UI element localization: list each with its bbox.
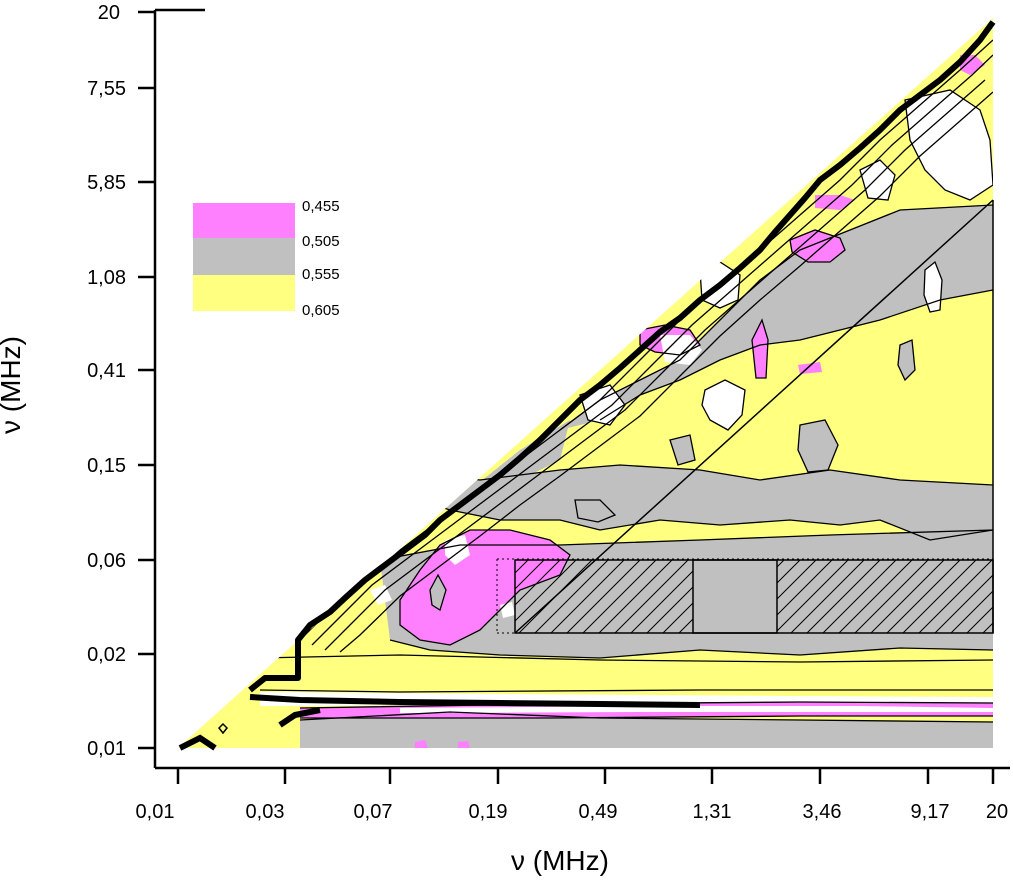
lower-left-tail-1	[278, 707, 321, 728]
y-tick-label: 0,15	[87, 455, 126, 477]
x-tick-label: 0,03	[246, 801, 285, 823]
fill-magenta-bottom-dots	[415, 740, 470, 748]
contour-line-22	[429, 573, 447, 612]
x-tick-label: 9,17	[911, 801, 950, 823]
y-tick-label: 0,02	[87, 644, 126, 666]
fill-white-island-3	[905, 90, 993, 200]
legend-label: 0,605	[302, 302, 340, 319]
hatched-rect-left	[515, 560, 693, 633]
contour-line-4	[389, 639, 993, 659]
legend-label: 0,455	[302, 198, 340, 215]
contour-line-15	[904, 89, 993, 201]
y-tick-label: 20	[98, 2, 120, 24]
small-diamond	[217, 722, 229, 735]
axes	[153, 8, 1010, 770]
x-tick-label: 3,46	[803, 801, 842, 823]
legend: 0,455 0,505 0,555 0,605	[193, 198, 340, 319]
contour-line-24	[897, 339, 916, 382]
contour-edge-3	[324, 79, 986, 651]
y-tick-label: 0,01	[87, 738, 126, 760]
contour-line-26	[574, 499, 617, 523]
fill-gray-pocket-2	[798, 420, 838, 472]
x-tick-label: 1,31	[693, 801, 732, 823]
fill-yellow-band	[260, 655, 993, 692]
reference-diagonal-line	[514, 199, 994, 634]
y-tick-label: 7,55	[87, 78, 126, 100]
fill-white-island-2	[924, 262, 942, 312]
contour-line-18	[751, 318, 769, 379]
fill-white-island-1	[702, 380, 745, 430]
lower-left-tail-2	[178, 734, 217, 751]
diagonal-boundary	[248, 20, 996, 693]
y-tick-label: 1,08	[87, 267, 126, 289]
hatched-rect-right	[777, 560, 993, 633]
legend-label: 0,505	[302, 233, 340, 250]
legend-label: 0,555	[302, 266, 340, 283]
contour-line-7	[259, 689, 993, 693]
legend-swatch-yellow	[193, 275, 295, 311]
x-tick-label: 20	[986, 801, 1008, 823]
y-tick-labels: 20 7,55 5,85 1,08 0,41 0,15 0,06 0,02 0,…	[87, 2, 126, 760]
contour-line-1	[399, 464, 993, 486]
fill-white-stripe	[400, 706, 993, 713]
contour-line-17	[789, 229, 846, 263]
contour-fills	[178, 18, 993, 748]
x-tick-label: 0,07	[354, 801, 393, 823]
hatched-region	[496, 558, 994, 634]
fill-magenta-upper-2	[752, 320, 768, 378]
y-axis-label: ν (MHz)	[0, 336, 26, 434]
contour-line-6	[599, 289, 993, 421]
contour-lines	[259, 39, 993, 723]
y-ticks	[138, 10, 155, 750]
contour-line-10	[300, 715, 993, 719]
x-tick-label: 0,19	[469, 801, 508, 823]
contour-line-14	[797, 419, 839, 473]
x-axis-label: ν (MHz)	[511, 845, 609, 876]
x-ticks	[176, 768, 995, 784]
contour-line-16	[923, 260, 943, 313]
contour-line-3	[379, 529, 993, 561]
contour-line-25	[859, 159, 896, 201]
fill-magenta-upper-5	[960, 55, 985, 75]
lower-left-boundary	[249, 694, 701, 708]
y-tick-label: 0,41	[87, 360, 126, 382]
contour-line-2	[419, 499, 993, 541]
x-tick-label: 0,01	[136, 801, 175, 823]
hatched-rect-center	[692, 559, 778, 634]
contour-edge-2	[311, 54, 993, 646]
contour-line-23	[669, 434, 696, 466]
fill-gray-pocket-4	[900, 225, 915, 258]
y-tick-label: 0,06	[87, 550, 126, 572]
contour-edge-4	[339, 91, 993, 653]
fill-gray-bottom	[300, 712, 993, 748]
contour-line-8	[259, 654, 993, 663]
fill-white-island-6	[660, 335, 702, 365]
fill-gray-upper	[560, 205, 993, 430]
legend-swatch-gray	[193, 238, 295, 275]
x-tick-labels: 0,01 0,03 0,07 0,19 0,49 1,31 3,46 9,17 …	[136, 801, 1009, 823]
x-tick-label: 0,49	[579, 801, 618, 823]
legend-swatch-magenta	[193, 203, 295, 238]
fill-magenta-upper-4	[815, 195, 855, 210]
contour-line-13	[701, 379, 746, 431]
contour-line-11	[299, 711, 993, 723]
fill-gray-pocket-3	[898, 340, 915, 380]
y-tick-label: 5,85	[87, 172, 126, 194]
